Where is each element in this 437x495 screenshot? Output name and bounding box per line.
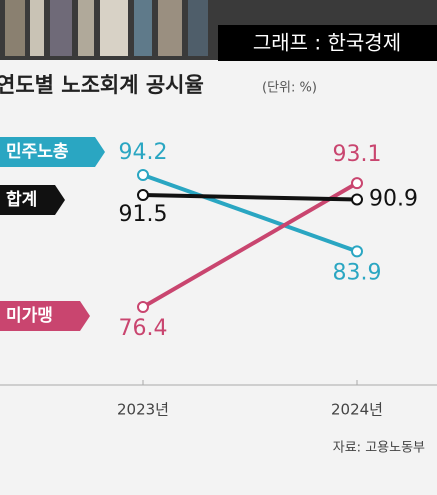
point — [137, 169, 149, 181]
legend-tag — [0, 137, 105, 167]
legend-label: 합계 — [6, 189, 37, 210]
legend-label: 민주노총 — [6, 142, 69, 162]
series-line — [142, 193, 358, 202]
overlay-box — [218, 25, 437, 61]
point — [351, 193, 363, 206]
legend-label: 미가맹 — [6, 306, 53, 326]
point — [137, 189, 149, 202]
chart-title: 연도별 노조회계 공시율 — [0, 73, 204, 97]
unit-label: (단위: %) — [262, 81, 317, 96]
x-tick-label: 2023년 — [117, 401, 169, 419]
legend-tag — [0, 301, 90, 331]
value-label: 91.5 — [119, 202, 168, 227]
x-tick-label: 2024년 — [331, 401, 383, 419]
point — [137, 301, 149, 313]
value-label: 93.1 — [333, 142, 382, 167]
value-label: 83.9 — [333, 260, 382, 285]
legend-tag — [0, 185, 65, 215]
series-line — [141, 181, 359, 309]
point — [351, 245, 363, 258]
source: 자료: 고용노동부 — [333, 441, 425, 456]
value-label: 94.2 — [119, 140, 168, 165]
overlay-caption: 그래프 : 한국경제 — [253, 31, 401, 55]
series-line — [142, 173, 358, 254]
value-label: 76.4 — [119, 316, 168, 341]
point — [351, 177, 363, 190]
value-label: 90.9 — [369, 186, 418, 211]
